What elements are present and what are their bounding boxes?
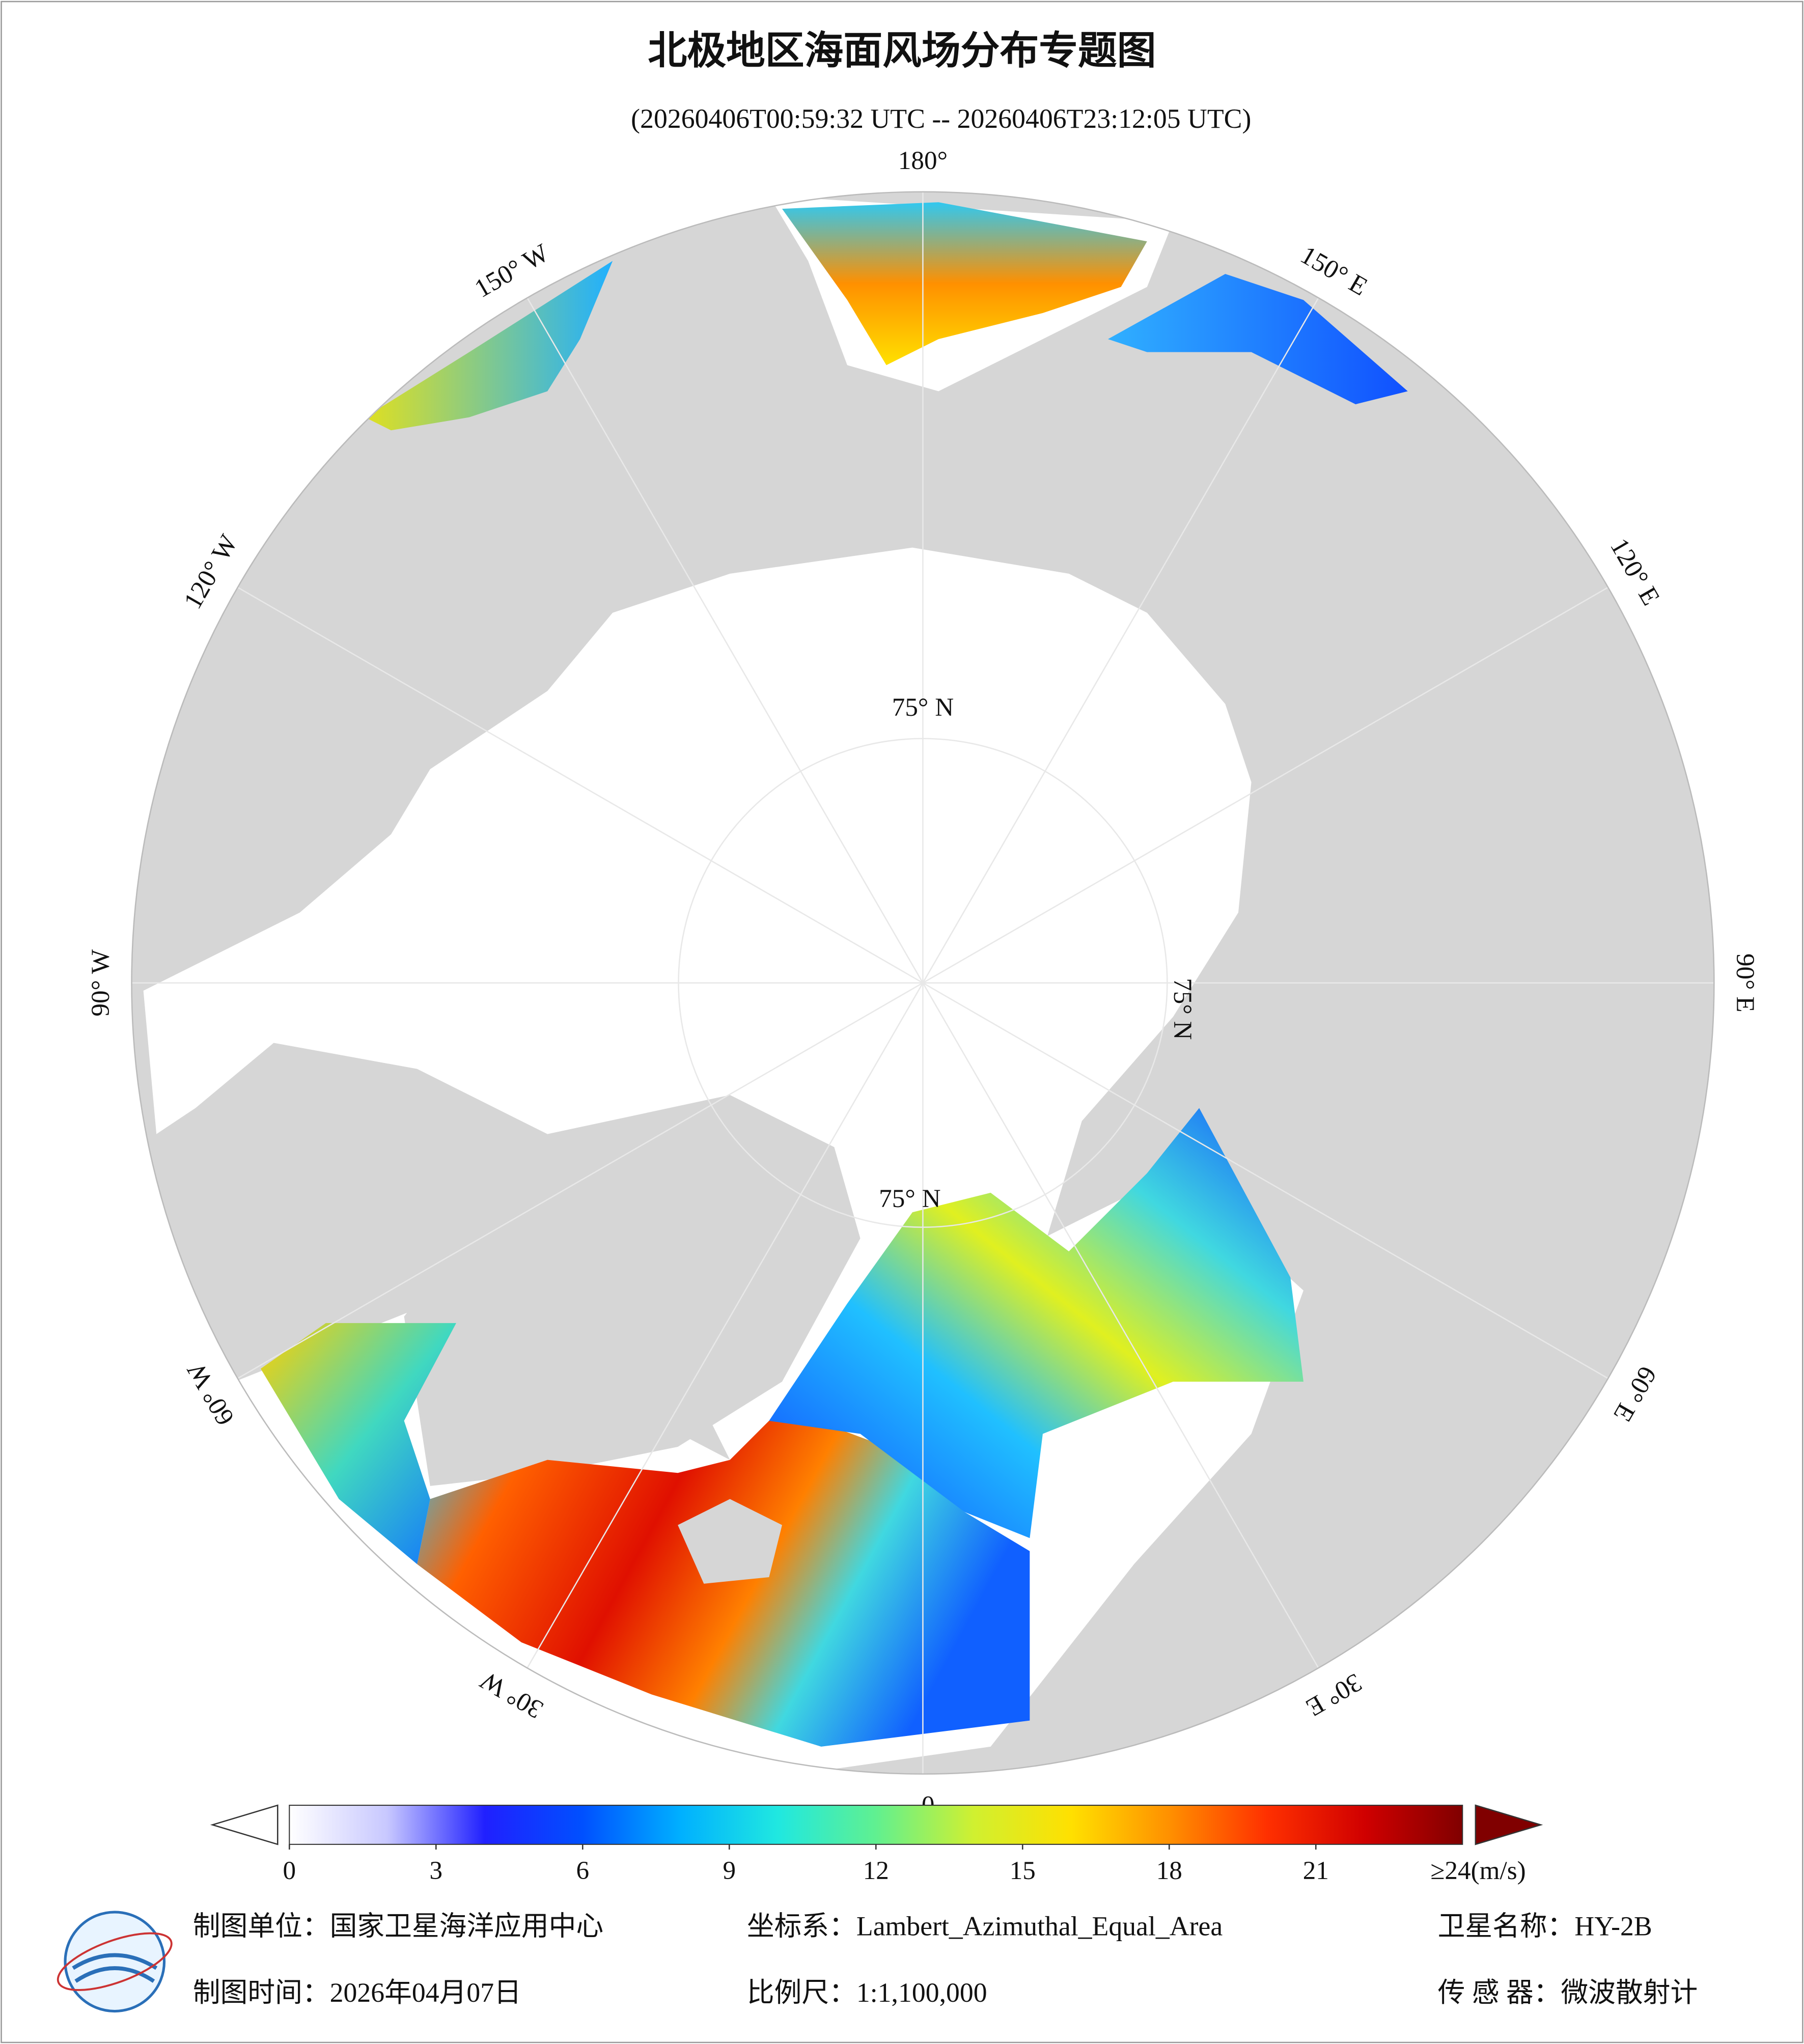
colorbar-tick-label: 18 bbox=[1156, 1856, 1182, 1885]
colorbar-unit-label: ≥24(m/s) bbox=[1430, 1856, 1525, 1885]
lat-label: 75° N bbox=[892, 693, 954, 722]
meridian bbox=[922, 983, 1319, 1669]
meridian bbox=[237, 982, 924, 1379]
lat-label: 75° N bbox=[1168, 978, 1197, 1040]
lon-label: 90° E bbox=[1731, 954, 1760, 1013]
footer-satellite: 卫星名称：HY-2B bbox=[1438, 1911, 1652, 1942]
meridian bbox=[237, 586, 924, 984]
wind-patch-okhotsk bbox=[1107, 274, 1408, 405]
meridian bbox=[922, 297, 1319, 984]
meridian bbox=[526, 983, 924, 1669]
colorbar-tick-label: 0 bbox=[283, 1856, 296, 1885]
colorbar-under bbox=[210, 1804, 279, 1845]
colorbar-tick-label: 15 bbox=[1010, 1856, 1036, 1885]
greenland bbox=[404, 1095, 861, 1486]
iceland bbox=[678, 1499, 782, 1584]
colorbar-tick-label: 9 bbox=[723, 1856, 736, 1885]
meridian bbox=[526, 297, 924, 984]
lon-label: 90° W bbox=[86, 949, 115, 1017]
colorbar-tick-label: 21 bbox=[1303, 1856, 1329, 1885]
footer-scale: 比例尺：1:1,100,000 bbox=[747, 1977, 987, 2008]
lat-label: 75° N bbox=[879, 1184, 940, 1213]
colorbar-over bbox=[1475, 1804, 1543, 1845]
wind-patch-alaska bbox=[365, 261, 613, 431]
footer-date: 制图时间：2026年04月07日 bbox=[193, 1977, 521, 2008]
map bbox=[131, 191, 1714, 1774]
wind-patch-davis bbox=[260, 1323, 456, 1564]
wind-patch-barents bbox=[769, 1108, 1303, 1538]
colorbar-tick-label: 12 bbox=[863, 1856, 889, 1885]
logo bbox=[57, 1911, 173, 2013]
colorbar-tick-label: 3 bbox=[430, 1856, 443, 1885]
colorbar bbox=[289, 1805, 1463, 1845]
footer-sensor: 传 感 器：微波散射计 bbox=[1438, 1977, 1698, 2008]
wind-patch-bering bbox=[782, 202, 1147, 366]
meridian bbox=[922, 586, 1608, 984]
meridian bbox=[922, 982, 1608, 1379]
parallel bbox=[678, 738, 1168, 1228]
title: 北极地区海面风场分布专题图 bbox=[648, 30, 1156, 73]
lon-label: 180° bbox=[898, 146, 948, 175]
map-border bbox=[131, 191, 1715, 1775]
footer-unit: 制图单位：国家卫星海洋应用中心 bbox=[193, 1911, 603, 1942]
footer-crs: 坐标系：Lambert_Azimuthal_Equal_Area bbox=[747, 1911, 1223, 1942]
colorbar-tick-label: 6 bbox=[576, 1856, 590, 1885]
subtitle: (20260406T00:59:32 UTC -- 20260406T23:12… bbox=[631, 103, 1251, 134]
